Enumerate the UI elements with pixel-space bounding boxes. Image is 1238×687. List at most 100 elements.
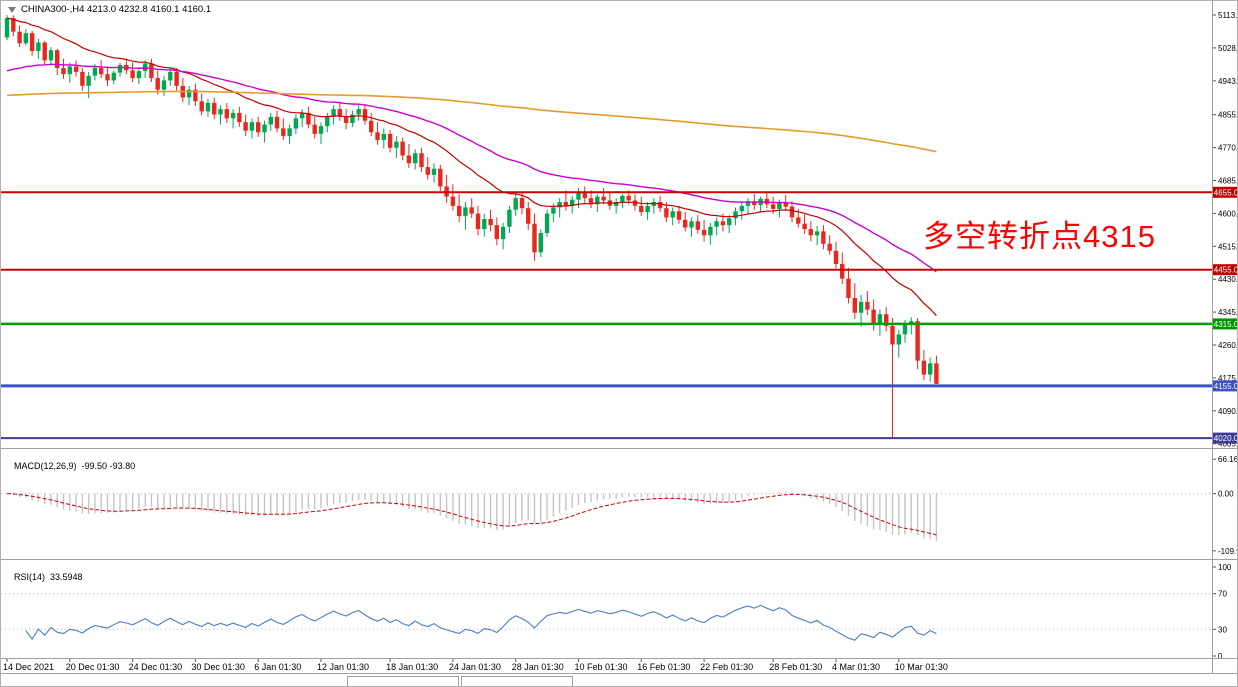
candle-body <box>186 89 192 98</box>
candle-body <box>274 116 280 129</box>
candle-body <box>438 168 443 187</box>
candle-body <box>934 363 939 384</box>
candle-body <box>821 231 826 244</box>
rsi-indicator-name: RSI(14) <box>14 572 46 582</box>
candle-body <box>890 325 895 345</box>
candle-body <box>312 124 317 134</box>
candle-body <box>626 195 631 201</box>
candle-body <box>425 167 430 175</box>
macd-indicator-name: MACD(12,26,9) <box>14 461 77 471</box>
candle-body <box>362 109 368 121</box>
candle-body <box>17 31 22 44</box>
candle-body <box>871 309 876 325</box>
price-level-badge <box>1213 264 1237 276</box>
price-level-badge <box>1213 432 1237 444</box>
candle-body <box>570 199 575 206</box>
candle-body <box>488 219 493 226</box>
candle-body <box>576 191 581 200</box>
bottom-tab-2[interactable] <box>461 676 573 686</box>
price-axis-label: 4175.5 <box>1218 374 1238 383</box>
candle-body <box>73 66 79 72</box>
candle-body <box>193 89 198 102</box>
price-level-badge-label: 4655.0 <box>1214 188 1238 197</box>
candle-body <box>676 211 682 220</box>
candle-body <box>243 122 248 131</box>
candle-body <box>557 202 562 208</box>
candle-body <box>846 278 851 298</box>
candle-body <box>739 205 744 212</box>
rsi-indicator-label: RSI(14) 33.5948 <box>4 562 88 592</box>
time-axis-label: 10 Feb 01:30 <box>575 662 628 672</box>
candle-body <box>61 68 66 75</box>
time-axis-label: 14 Dec 2021 <box>3 662 54 672</box>
candle-body <box>595 196 600 205</box>
time-axis-label: 16 Feb 01:30 <box>637 662 690 672</box>
time-axis-label: 18 Jan 01:30 <box>386 662 438 672</box>
candle-body <box>827 243 832 251</box>
time-axis-label: 30 Dec 01:30 <box>191 662 245 672</box>
candle-body <box>463 207 468 216</box>
macd-signal-line <box>6 493 937 536</box>
price-axis-label: 4090.5 <box>1218 407 1238 416</box>
candle-body <box>143 63 148 72</box>
time-axis-label: 24 Jan 01:30 <box>449 662 501 672</box>
rsi-axis-label: 70 <box>1218 590 1227 599</box>
candle-body <box>526 208 531 224</box>
candle-body <box>507 209 512 227</box>
price-level-badge-label: 4020.0 <box>1214 434 1238 443</box>
price-level-badge-label: 4155.0 <box>1214 382 1238 391</box>
candle-body <box>256 122 261 133</box>
candle-body <box>915 321 920 361</box>
candle-body <box>394 141 399 148</box>
ma-line-medium <box>6 63 937 273</box>
candle-body <box>563 202 569 206</box>
candle-body <box>99 68 104 75</box>
candle-body <box>645 205 650 213</box>
price-axis-label: 5113.0 <box>1218 11 1238 20</box>
candle-body <box>664 208 669 218</box>
candle-body <box>551 207 556 214</box>
candle-body <box>670 211 675 218</box>
candle-body <box>199 101 204 112</box>
candle-body <box>752 201 757 206</box>
candle-body <box>708 226 713 236</box>
candle-body <box>802 223 807 230</box>
candle-body <box>86 75 91 86</box>
candle-body <box>218 109 223 115</box>
candle-body <box>400 141 405 156</box>
candle-body <box>519 198 525 209</box>
time-axis-label: 22 Feb 01:30 <box>700 662 753 672</box>
price-level-badge-label: 4455.0 <box>1214 266 1238 275</box>
candle-body <box>620 195 625 202</box>
candle-body <box>419 153 424 168</box>
candle-body <box>212 102 217 115</box>
macd-axis-label: 66.16 <box>1218 455 1238 464</box>
candle-body <box>614 202 619 206</box>
price-level-badge <box>1213 318 1237 330</box>
rsi-line <box>25 604 937 641</box>
candle-body <box>877 314 883 325</box>
candle-body <box>582 191 587 199</box>
candle-body <box>482 219 487 230</box>
candle-body <box>281 128 286 137</box>
time-axis-label: 4 Mar 01:30 <box>832 662 880 672</box>
candle-body <box>168 71 173 81</box>
candle-body <box>48 50 54 61</box>
candle-body <box>325 116 330 127</box>
candle-body <box>369 120 374 133</box>
candle-body <box>117 64 123 73</box>
candle-body <box>808 229 813 236</box>
candle-body <box>55 50 60 68</box>
time-axis-label: 28 Jan 01:30 <box>512 662 564 672</box>
candle-body <box>513 198 518 210</box>
candle-body <box>450 196 456 206</box>
candle-body <box>356 109 361 115</box>
bottom-tab-1[interactable] <box>347 676 459 686</box>
price-axis-label: 4855.5 <box>1218 111 1238 120</box>
candle-body <box>23 33 28 44</box>
candle-body <box>268 116 273 125</box>
candle-body <box>783 202 788 207</box>
chart-shift-marker-icon <box>8 7 16 13</box>
candle-body <box>494 225 499 240</box>
